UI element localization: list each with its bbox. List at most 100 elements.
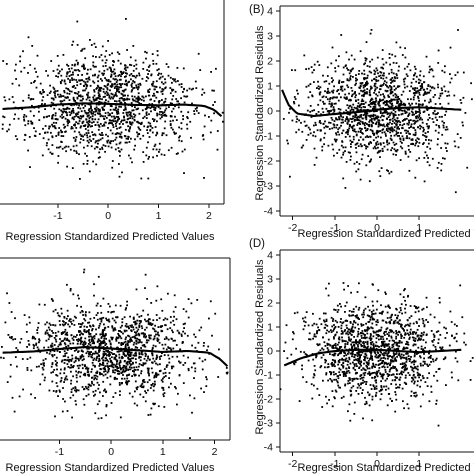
scatter-point <box>66 331 68 334</box>
scatter-point <box>81 121 84 124</box>
scatter-point <box>74 400 77 402</box>
scatter-point <box>334 309 337 311</box>
scatter-point <box>66 114 69 116</box>
scatter-point <box>86 93 89 96</box>
scatter-point <box>107 368 110 371</box>
scatter-point <box>397 105 400 108</box>
scatter-point <box>391 80 394 83</box>
scatter-point <box>160 153 163 156</box>
scatter-point <box>369 115 372 118</box>
scatter-point <box>118 384 121 386</box>
scatter-point <box>120 344 123 346</box>
scatter-point <box>130 90 133 93</box>
scatter-point <box>8 123 11 126</box>
scatter-point <box>129 126 132 128</box>
scatter-point <box>86 155 88 157</box>
scatter-point <box>379 149 382 152</box>
scatter-point <box>442 124 445 127</box>
scatter-point <box>60 129 62 132</box>
scatter-point <box>445 327 447 330</box>
scatter-point <box>120 368 122 371</box>
scatter-point <box>47 74 49 77</box>
scatter-point <box>82 135 84 138</box>
scatter-point <box>141 77 144 80</box>
scatter-point <box>71 354 74 357</box>
scatter-point <box>372 309 375 312</box>
scatter-point <box>137 99 139 102</box>
scatter-point <box>357 102 360 105</box>
scatter-point <box>350 87 353 89</box>
scatter-point <box>116 378 118 380</box>
scatter-point <box>100 134 102 136</box>
scatter-point <box>171 88 173 91</box>
scatter-point <box>105 50 108 52</box>
scatter-point <box>148 113 150 116</box>
scatter-point <box>352 308 355 310</box>
scatter-point <box>390 335 393 338</box>
scatter-point <box>149 322 152 324</box>
scatter-point <box>118 356 121 359</box>
scatter-point <box>56 361 58 364</box>
scatter-point <box>79 364 81 367</box>
scatter-point <box>65 145 68 148</box>
scatter-point <box>359 131 362 133</box>
scatter-point <box>293 102 296 105</box>
scatter-point <box>131 375 133 377</box>
scatter-point <box>337 131 339 133</box>
scatter-point <box>93 357 96 360</box>
scatter-point <box>144 355 147 357</box>
scatter-point <box>174 105 176 108</box>
scatter-point <box>147 371 150 374</box>
scatter-point <box>407 343 410 346</box>
scatter-point <box>154 345 157 348</box>
scatter-point <box>383 115 385 118</box>
scatter-point <box>119 150 121 153</box>
scatter-point <box>90 105 92 108</box>
scatter-point <box>449 310 452 313</box>
scatter-point <box>179 361 181 364</box>
scatter-point <box>134 380 137 383</box>
scatter-point <box>303 120 306 123</box>
scatter-point <box>349 321 352 323</box>
scatter-point <box>394 55 397 58</box>
scatter-point <box>105 337 107 340</box>
scatter-point <box>412 92 415 95</box>
scatter-point <box>386 85 388 88</box>
scatter-point <box>125 380 128 382</box>
scatter-point <box>30 369 33 372</box>
scatter-point <box>51 123 53 126</box>
scatter-point <box>408 316 411 319</box>
scatter-point <box>103 69 106 72</box>
scatter-point <box>1 127 4 130</box>
panel-c-x-tick-label: 0 <box>108 446 114 458</box>
scatter-point <box>163 101 165 104</box>
scatter-point <box>137 365 140 368</box>
scatter-point <box>196 106 198 109</box>
scatter-point <box>426 363 428 366</box>
scatter-point <box>328 102 331 105</box>
scatter-point <box>85 311 87 313</box>
scatter-point <box>123 119 126 121</box>
scatter-point <box>333 344 336 346</box>
scatter-point <box>386 141 388 144</box>
scatter-point <box>391 346 394 349</box>
scatter-point <box>77 357 79 360</box>
scatter-point <box>178 83 181 86</box>
scatter-point <box>355 77 357 80</box>
scatter-point <box>445 110 448 113</box>
scatter-point <box>122 374 124 376</box>
scatter-point <box>386 148 389 151</box>
scatter-point <box>404 129 406 132</box>
scatter-point <box>129 324 132 327</box>
scatter-point <box>161 93 164 95</box>
scatter-point <box>382 102 385 104</box>
scatter-point <box>172 339 175 342</box>
scatter-point <box>375 97 377 100</box>
scatter-point <box>312 134 314 137</box>
scatter-point <box>99 88 101 91</box>
scatter-point <box>381 114 383 117</box>
scatter-point <box>121 89 124 92</box>
scatter-point <box>379 130 382 132</box>
scatter-point <box>125 121 128 124</box>
scatter-point <box>77 91 80 93</box>
